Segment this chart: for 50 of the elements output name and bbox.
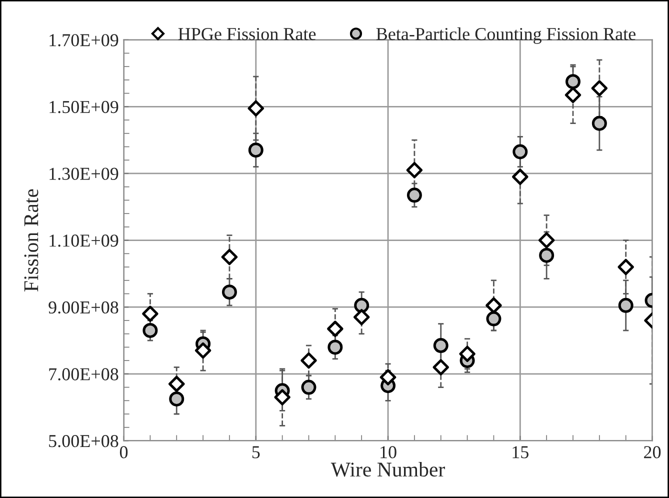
point: [274, 389, 290, 406]
legend-label: Beta-Particle Counting Fission Rate: [376, 27, 636, 44]
point: [432, 359, 449, 376]
y-axis-title: Fission Rate: [24, 189, 38, 292]
point: [327, 320, 344, 337]
x-tick-label: 15: [512, 446, 528, 458]
point: [564, 86, 582, 104]
point: [248, 142, 264, 158]
y-tick-label: 1.30E+09: [50, 168, 118, 180]
x-axis-title: Wire Number: [330, 462, 445, 477]
point: [248, 100, 264, 116]
point: [433, 338, 448, 354]
y-tick-label: 1.50E+09: [50, 100, 118, 114]
point: [592, 116, 607, 131]
y-tick-label: 7.00E+08: [49, 368, 118, 380]
point: [538, 232, 555, 248]
y-tick-label: 9.00E+08: [48, 301, 118, 314]
x-tick-label: 5: [252, 446, 260, 458]
point: [406, 162, 423, 178]
point: [618, 258, 634, 276]
point: [486, 297, 502, 314]
point: [591, 80, 608, 96]
y-tick-label: 5.00E+08: [49, 434, 118, 448]
point: [353, 309, 370, 326]
point: [300, 352, 317, 369]
point: [406, 188, 422, 203]
y-tick-label: 1.10E+09: [50, 234, 118, 247]
point: [354, 298, 370, 313]
point: [328, 340, 343, 355]
point: [512, 144, 528, 160]
point: [380, 369, 396, 386]
point: [169, 391, 184, 406]
point: [301, 380, 316, 395]
point: [566, 74, 580, 90]
point: [221, 248, 238, 266]
x-tick-label: 10: [380, 446, 396, 458]
x-tick-label: 0: [120, 446, 128, 458]
point: [194, 342, 212, 359]
y-tick-label: 1.70E+09: [50, 34, 118, 46]
x-tick-label: 20: [644, 446, 661, 458]
point: [142, 322, 158, 338]
point: [512, 168, 528, 185]
point: [142, 306, 158, 322]
point: [486, 311, 502, 326]
point: [222, 284, 237, 300]
point: [539, 248, 554, 263]
point: [459, 346, 476, 362]
point: [618, 298, 634, 313]
point: [168, 376, 185, 392]
legend-label: HPGe Fission Rate: [178, 28, 316, 40]
